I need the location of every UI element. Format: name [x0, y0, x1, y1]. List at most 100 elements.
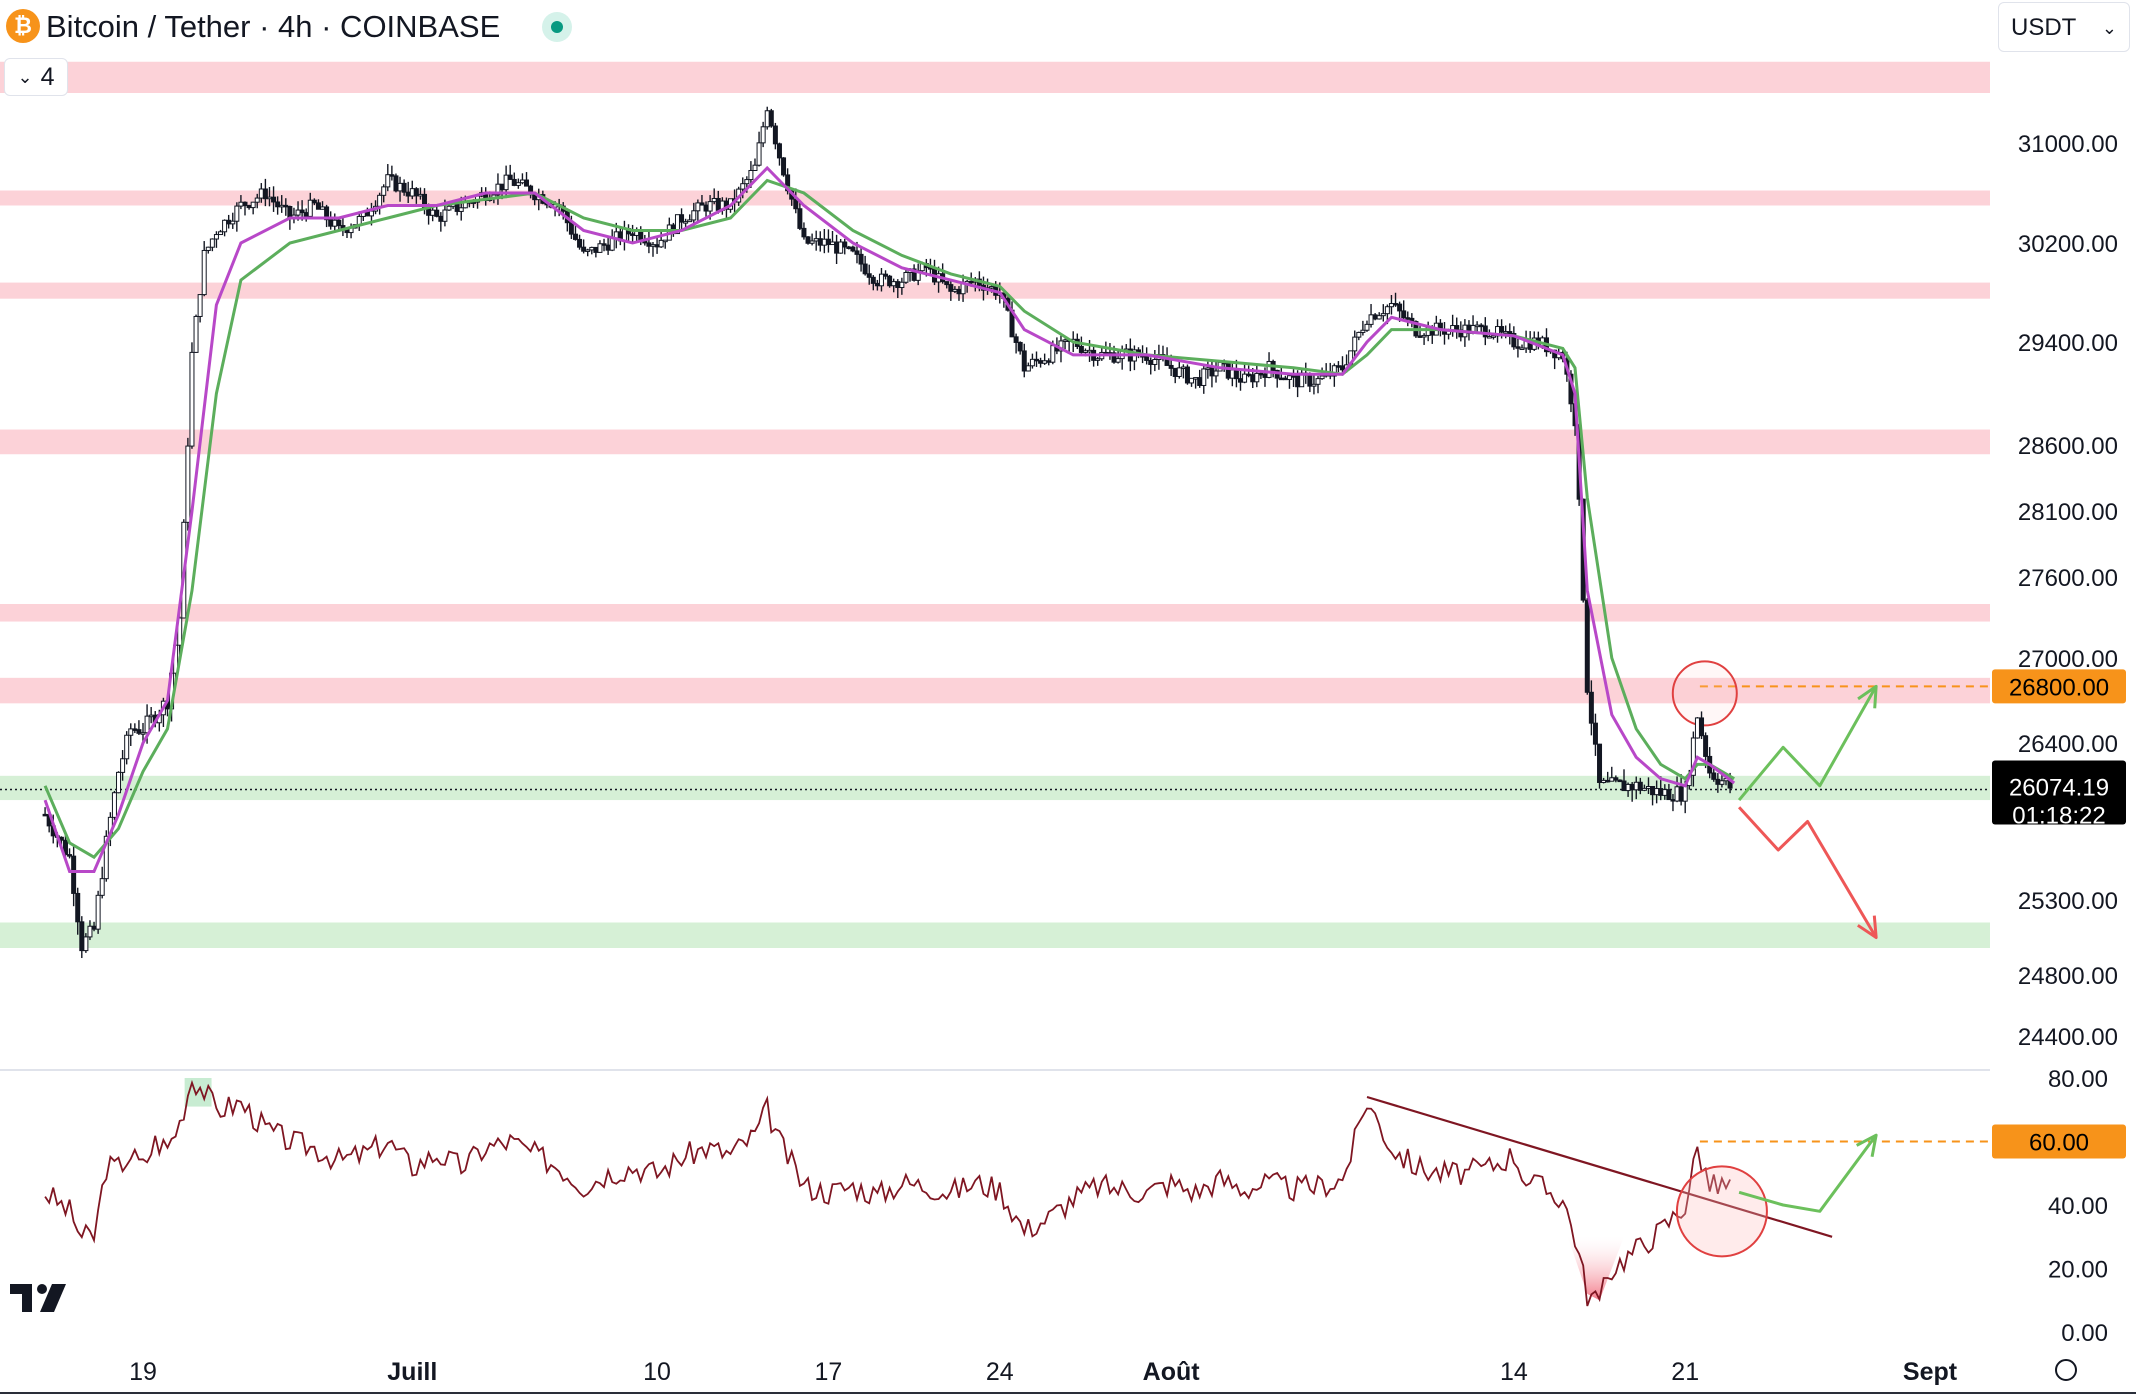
- candle-body: [254, 197, 260, 203]
- candle-body: [1417, 335, 1423, 338]
- candle-body: [776, 143, 782, 159]
- candle-body: [883, 273, 889, 277]
- rsi-tick-label: 80.00: [2048, 1066, 2108, 1093]
- candle-body: [1311, 383, 1317, 387]
- candle-body: [1331, 365, 1337, 377]
- candle-body: [707, 201, 713, 212]
- rsi-level-tag-bg[interactable]: [1992, 1124, 2126, 1159]
- candle-body: [895, 281, 901, 288]
- rsi-line: [44, 1079, 1731, 1307]
- symbol-title[interactable]: Bitcoin / Tether · 4h · COINBASE: [46, 9, 501, 44]
- candle-body: [299, 209, 305, 214]
- zones-layer: [0, 61, 1990, 949]
- candle-body: [1666, 789, 1672, 801]
- chevron-down-icon: ⌄: [17, 67, 33, 87]
- candle-body: [952, 288, 958, 292]
- candle-body: [1674, 786, 1680, 802]
- price-level-tag-bg[interactable]: [1992, 669, 2126, 704]
- candle-body: [1621, 780, 1627, 792]
- candle-body: [813, 238, 819, 242]
- candle-body: [62, 839, 68, 856]
- candle-body: [748, 169, 754, 181]
- candle-body: [1282, 377, 1288, 381]
- currency-select[interactable]: USDT ⌄: [1998, 2, 2130, 52]
- tradingview-logo-icon: [10, 1284, 66, 1312]
- candle-body: [1189, 377, 1195, 384]
- ema-slow-line: [43, 178, 1735, 860]
- candle-body: [1519, 347, 1525, 351]
- candle-body: [324, 206, 330, 221]
- candle-body: [862, 263, 868, 275]
- candle-body: [752, 164, 758, 171]
- time-tick-label: Juill: [387, 1358, 437, 1386]
- candle-body: [111, 792, 117, 818]
- candle-body: [75, 892, 81, 923]
- candle-body: [1144, 355, 1150, 361]
- candle-body: [1335, 365, 1341, 368]
- candle-body: [262, 188, 268, 200]
- candle-body: [1180, 366, 1186, 370]
- settings-gear-icon[interactable]: [2055, 1359, 2077, 1381]
- candle-body: [1152, 359, 1158, 365]
- candle-body: [683, 221, 689, 224]
- candle-body: [1360, 329, 1366, 333]
- price-highlight-circle[interactable]: [1671, 660, 1738, 727]
- candle-body: [581, 246, 587, 252]
- candle-body: [1254, 372, 1260, 383]
- candle-body: [1025, 365, 1031, 372]
- resistance-zone-5[interactable]: [0, 677, 1990, 704]
- candle-body: [1201, 368, 1207, 386]
- candle-body: [1197, 377, 1203, 386]
- candle-body: [1715, 778, 1721, 785]
- candle-body: [781, 157, 787, 176]
- price-tick-label: 28600.00: [2018, 433, 2118, 460]
- support-zone-0[interactable]: [0, 775, 1990, 801]
- candle-body: [1319, 375, 1325, 380]
- candle-body: [238, 201, 244, 207]
- candle-body: [740, 183, 746, 190]
- candle-body: [870, 276, 876, 284]
- candle-body: [1650, 786, 1656, 796]
- candle-body: [887, 275, 893, 287]
- candle-body: [1046, 360, 1052, 363]
- candle-body: [1384, 306, 1390, 315]
- candle-body: [197, 294, 203, 317]
- candle-body: [1605, 779, 1611, 783]
- candle-body: [1507, 331, 1513, 334]
- time-tick-label: Sept: [1903, 1358, 1958, 1386]
- resistance-zone-0[interactable]: [0, 61, 1990, 93]
- candle-body: [1393, 303, 1399, 306]
- candle-body: [515, 182, 521, 186]
- rsi-highlight-circle[interactable]: [1675, 1165, 1768, 1258]
- candle-body: [213, 234, 219, 240]
- forecast-up-arrow: [1737, 685, 1878, 802]
- candle-body: [711, 197, 717, 203]
- last-price-tag-bg[interactable]: [1992, 760, 2126, 825]
- candle-body: [250, 201, 256, 209]
- candle-body: [1034, 358, 1039, 362]
- resistance-zone-4[interactable]: [0, 604, 1990, 622]
- candle-body: [1397, 303, 1403, 312]
- candle-body: [283, 204, 289, 208]
- candle-body: [1017, 341, 1023, 352]
- candle-body: [1645, 786, 1651, 789]
- candle-body: [630, 233, 636, 236]
- candle-body: [1613, 777, 1619, 781]
- candle-body: [1237, 378, 1243, 383]
- candle-body: [703, 204, 709, 212]
- resistance-zone-3[interactable]: [0, 429, 1990, 455]
- market-status-icon[interactable]: [542, 12, 572, 42]
- candle-body: [621, 228, 627, 242]
- rsi-oversold-fill: [1567, 1236, 1625, 1301]
- candle-body: [772, 125, 778, 145]
- candle-body: [577, 238, 583, 248]
- candle-body: [1095, 358, 1101, 361]
- candle-body: [193, 315, 199, 353]
- indicators-collapse-button[interactable]: ⌄ 4: [4, 58, 68, 96]
- candle-body: [42, 813, 48, 817]
- candle-body: [878, 273, 884, 287]
- candle-body: [1482, 325, 1488, 338]
- candle-body: [1703, 735, 1709, 757]
- support-zone-1[interactable]: [0, 922, 1990, 949]
